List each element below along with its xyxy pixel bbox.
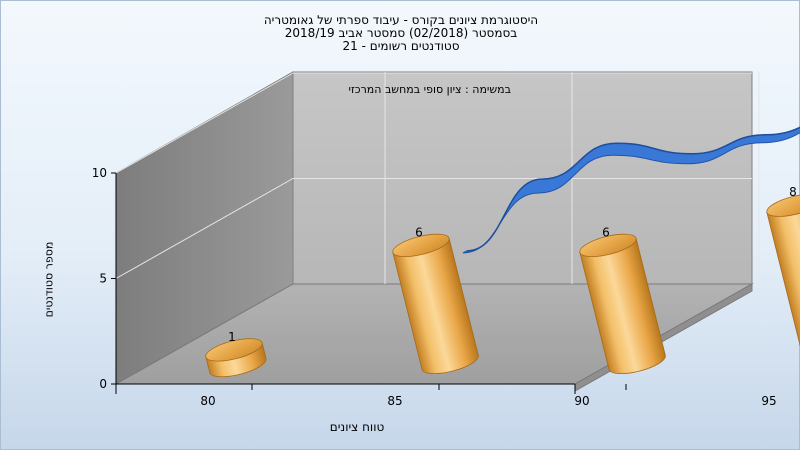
x-tick-label: 90 (574, 394, 589, 408)
y-axis-label: מספר סטודנטים (42, 241, 56, 318)
bar-80 (205, 338, 267, 378)
bar-value-label: 6 (602, 225, 610, 239)
bar-cap (392, 233, 450, 258)
chart-subtitle: במשימה : ציון סופי במחשב המרכזי (348, 83, 512, 96)
bar-body (579, 237, 666, 375)
x-tick-label: 80 (200, 394, 215, 408)
chart-title-line-2: בסמסטר (02/2018) סמסטר אביב 2018/19 (284, 26, 518, 40)
chart-title-line-3: סטודנטים רשומים - 21 (342, 39, 460, 53)
y-tick-label: 0 (99, 377, 107, 391)
bar-cap (766, 193, 800, 217)
bar-95 (766, 193, 800, 373)
grid-line-y (115, 72, 752, 174)
bar-90 (579, 233, 666, 375)
bar-body (766, 197, 800, 373)
x-axis-label: טווח ציונים (329, 420, 385, 434)
bar-cap (579, 233, 637, 258)
bar-body (392, 237, 479, 375)
distribution-curve-edge (466, 126, 800, 252)
bar-value-label: 1 (228, 330, 236, 344)
chart-title-line-1: היסטוגרמת ציונים בקורס - עיבוד ספרתי של … (263, 13, 539, 27)
bar-value-label: 8 (789, 185, 797, 199)
grid-line-y (115, 178, 752, 279)
y-tick-label: 10 (92, 166, 107, 180)
y-tick-label: 5 (99, 272, 107, 286)
bar-85 (392, 233, 479, 375)
bar-cap (205, 338, 263, 362)
x-tick-label: 95 (761, 394, 776, 408)
bar-value-label: 6 (415, 225, 423, 239)
x-tick-label: 85 (387, 394, 402, 408)
